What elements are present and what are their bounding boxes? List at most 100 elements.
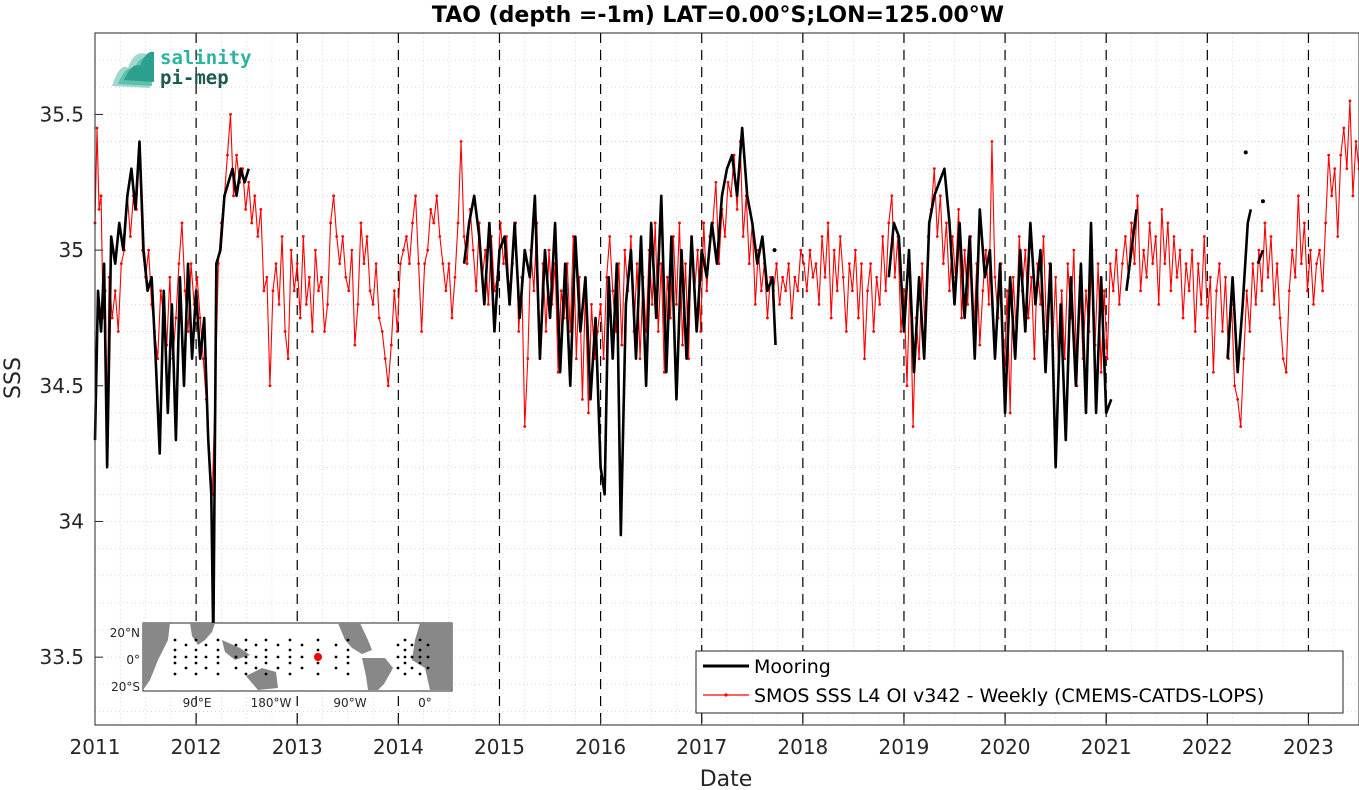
smos-point <box>1026 316 1030 320</box>
smos-point <box>960 316 963 320</box>
smos-point <box>1099 370 1103 374</box>
map-mooring-dot <box>254 643 258 647</box>
smos-point <box>377 316 381 320</box>
smos-point <box>726 180 730 184</box>
smos-point <box>702 221 706 225</box>
smos-point <box>1257 248 1261 252</box>
smos-point <box>1321 289 1324 293</box>
map-mooring-dot <box>346 648 350 652</box>
inset-map: 20°N 0° 20°S 90°E 180°W 90°W 0° <box>110 622 453 710</box>
map-mooring-dot <box>403 648 407 652</box>
map-lat-20s: 20°S <box>111 680 140 694</box>
smos-point <box>1130 221 1133 225</box>
smos-point <box>1042 235 1045 238</box>
smos-point <box>128 235 132 238</box>
smos-point <box>684 262 687 266</box>
smos-point <box>1111 289 1115 293</box>
smos-point <box>1333 167 1337 171</box>
smos-point <box>838 235 842 238</box>
smos-point <box>911 425 915 428</box>
map-mooring-dot <box>194 661 198 665</box>
smos-point <box>1163 262 1167 266</box>
smos-point <box>590 302 593 306</box>
smos-point <box>483 248 487 252</box>
selected-mooring-marker <box>314 653 322 661</box>
smos-point <box>271 289 275 293</box>
smos-point <box>277 302 281 306</box>
smos-point <box>295 262 299 266</box>
smos-point <box>1023 248 1027 252</box>
smos-point <box>696 248 700 252</box>
smos-point <box>1218 262 1221 266</box>
x-tick-label: 2011 <box>70 735 121 759</box>
smos-point <box>1263 221 1267 225</box>
smos-point <box>766 316 769 320</box>
smos-point <box>805 289 809 293</box>
smos-point <box>1105 357 1109 361</box>
map-lat-0: 0° <box>126 653 140 667</box>
map-mooring-dot <box>288 648 292 652</box>
smos-point <box>1096 262 1100 266</box>
smos-point <box>286 357 290 361</box>
smos-point <box>869 262 872 266</box>
smos-point <box>1160 207 1164 211</box>
smos-point <box>332 194 336 198</box>
mooring-point <box>1260 199 1265 204</box>
smos-point <box>790 316 794 320</box>
smos-point <box>966 302 970 306</box>
smos-point <box>893 275 897 279</box>
smos-point <box>97 207 101 211</box>
map-mooring-dot <box>204 655 208 659</box>
smos-point <box>326 302 329 306</box>
smos-point <box>605 275 609 279</box>
map-mooring-dot <box>334 643 338 647</box>
mooring-point <box>772 248 777 253</box>
smos-point <box>95 126 99 130</box>
smos-point <box>119 262 123 266</box>
smos-point <box>292 289 296 293</box>
smos-point <box>638 357 642 361</box>
smos-point <box>317 289 320 293</box>
smos-point <box>1318 248 1321 252</box>
x-tick-label: 2018 <box>777 735 828 759</box>
smos-point <box>405 235 408 238</box>
smos-point <box>1351 194 1355 198</box>
smos-point <box>226 153 229 157</box>
smos-point <box>362 262 366 266</box>
smos-point <box>1245 289 1249 293</box>
smos-point <box>1290 248 1294 252</box>
smos-point <box>650 302 654 306</box>
smos-point <box>1008 411 1012 415</box>
smos-point <box>432 221 436 225</box>
x-axis-ticks: 2011 2012 2013 2014 2015 2016 2017 2018 2019 2020… <box>70 717 1334 759</box>
map-mooring-dot <box>346 661 350 665</box>
smos-point <box>656 330 660 333</box>
smos-point <box>799 248 803 252</box>
map-mooring-dot <box>184 643 188 647</box>
legend-label-mooring: Mooring <box>754 656 831 678</box>
smos-point <box>414 194 417 198</box>
smos-point <box>1011 275 1015 279</box>
smos-point <box>389 343 393 347</box>
x-tick-label: 2022 <box>1182 735 1233 759</box>
smos-point <box>1348 99 1352 103</box>
map-mooring-dot <box>403 661 407 665</box>
smos-point <box>796 289 800 293</box>
smos-point <box>1175 275 1179 279</box>
map-mooring-dot <box>173 661 177 665</box>
smos-point <box>499 221 502 225</box>
smos-point <box>301 235 305 238</box>
smos-point <box>517 330 521 333</box>
smos-point <box>1154 235 1158 238</box>
smos-point <box>247 180 251 184</box>
smos-point <box>981 289 985 293</box>
smos-point <box>329 221 333 225</box>
smos-point <box>1205 316 1209 320</box>
y-tick-label: 35 <box>59 238 84 262</box>
map-mooring-dot <box>244 648 248 652</box>
smos-point <box>1060 289 1064 293</box>
map-mooring-dot <box>216 648 220 652</box>
grid <box>94 32 1359 725</box>
map-mooring-dot <box>244 661 248 665</box>
map-mooring-dot <box>316 648 320 652</box>
